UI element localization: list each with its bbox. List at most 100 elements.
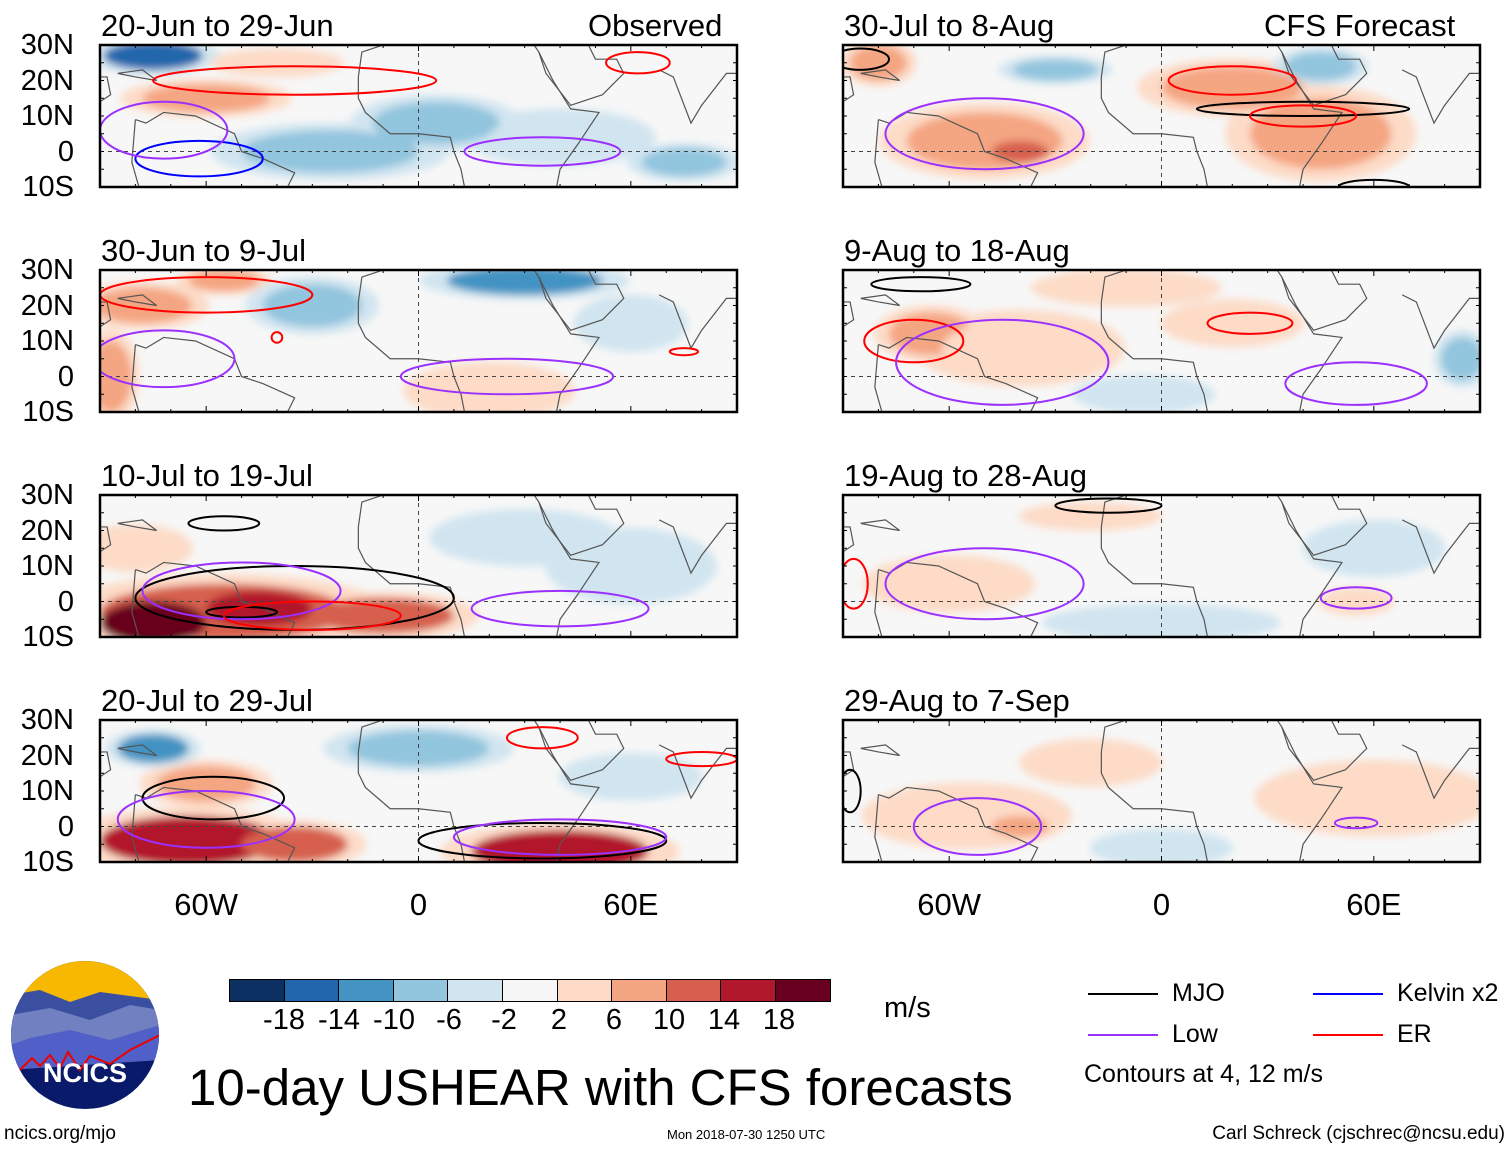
coastline bbox=[658, 744, 737, 800]
lat-tick-label: 10N bbox=[20, 775, 74, 807]
coastline bbox=[874, 569, 883, 637]
footer-url[interactable]: ncics.org/mjo bbox=[4, 1123, 116, 1144]
coastline bbox=[1401, 294, 1480, 350]
anomaly-region bbox=[372, 101, 500, 145]
contour-mjo bbox=[870, 276, 972, 293]
footer-credit: Carl Schreck (cjschrec@ncsu.edu) bbox=[1212, 1123, 1505, 1144]
colorbar-swatch bbox=[447, 980, 502, 1001]
lat-tick-label: 10S bbox=[22, 846, 74, 878]
panel-title: 19-Aug to 28-Aug bbox=[844, 458, 1088, 493]
ncics-logo: NCICS bbox=[10, 960, 160, 1110]
coastline bbox=[860, 69, 900, 82]
contour-low bbox=[884, 547, 1085, 621]
coastline bbox=[1401, 69, 1480, 125]
colorbar-swatch bbox=[665, 980, 721, 1001]
coastline bbox=[100, 751, 112, 778]
coastline bbox=[131, 344, 140, 412]
footer-timestamp: Mon 2018-07-30 1250 UTC bbox=[667, 1127, 826, 1142]
coastline bbox=[843, 526, 855, 553]
contour-er bbox=[152, 65, 438, 96]
anomaly-region bbox=[1285, 52, 1357, 81]
contour-er bbox=[270, 331, 284, 344]
coastline bbox=[874, 119, 883, 187]
colorbar-tick-label: 18 bbox=[762, 1004, 796, 1036]
contour-low bbox=[470, 589, 650, 628]
legend-label: ER bbox=[1397, 1020, 1432, 1048]
legend-label: Kelvin x2 bbox=[1397, 979, 1499, 1007]
anomaly-region bbox=[1441, 337, 1480, 381]
coastline bbox=[843, 751, 855, 778]
coastline bbox=[874, 794, 883, 862]
anomaly-region bbox=[577, 759, 684, 795]
coastline bbox=[843, 301, 855, 328]
lat-tick-label: 10S bbox=[22, 396, 74, 428]
anomaly-region bbox=[1055, 273, 1197, 302]
anomaly-region bbox=[453, 516, 596, 559]
coastline bbox=[878, 786, 1039, 862]
lat-tick-label: 10S bbox=[22, 171, 74, 203]
anomaly-region bbox=[117, 734, 189, 763]
coastline bbox=[538, 495, 625, 557]
anomaly-region bbox=[906, 112, 1063, 170]
map-panel bbox=[841, 268, 1482, 414]
anomaly-region bbox=[103, 45, 203, 70]
panel-title: 9-Aug to 18-Aug bbox=[844, 233, 1070, 268]
anomaly-region bbox=[1108, 833, 1215, 862]
contour-low bbox=[912, 797, 1043, 856]
contour-mjo bbox=[1054, 497, 1163, 514]
coastline bbox=[131, 569, 140, 637]
lat-tick-label: 30N bbox=[20, 254, 74, 286]
coastline bbox=[1281, 270, 1368, 332]
colorbar-tick-label: 10 bbox=[652, 1004, 686, 1036]
colorbar-tick-label: 6 bbox=[605, 1004, 623, 1036]
contour-low bbox=[884, 97, 1085, 171]
map-panel bbox=[98, 43, 739, 189]
legend-line-low bbox=[1088, 1034, 1158, 1036]
anomaly-region bbox=[347, 730, 490, 767]
colorbar-tick-label: 2 bbox=[550, 1004, 568, 1036]
contour-er bbox=[1167, 65, 1297, 96]
anomaly-region bbox=[1179, 305, 1286, 341]
lat-tick-label: 10N bbox=[20, 550, 74, 582]
anomaly-region bbox=[1037, 744, 1144, 781]
colorbar-tick-label: -6 bbox=[436, 1004, 462, 1036]
contour-low bbox=[895, 318, 1110, 406]
panel-title: 30-Jul to 8-Aug bbox=[844, 8, 1055, 43]
anomaly-region bbox=[1285, 769, 1463, 827]
anomaly-region bbox=[1249, 98, 1392, 170]
panel-title: 20-Jun to 29-Jun bbox=[101, 8, 334, 43]
cfs-forecast-label: CFS Forecast bbox=[1264, 8, 1456, 43]
anomaly-region bbox=[567, 537, 695, 595]
coastline bbox=[135, 561, 296, 637]
coastline bbox=[135, 111, 296, 187]
contour-er bbox=[605, 51, 671, 75]
legend-note: Contours at 4, 12 m/s bbox=[1084, 1060, 1324, 1088]
anomaly-region bbox=[262, 284, 362, 327]
contour-er bbox=[843, 557, 869, 610]
coastline bbox=[1100, 720, 1344, 862]
anomaly-region bbox=[100, 530, 178, 566]
map-panel bbox=[841, 493, 1482, 639]
lat-tick-label: 0 bbox=[57, 585, 74, 618]
coastline bbox=[878, 336, 1039, 412]
lon-tick-label: 60E bbox=[603, 887, 659, 922]
lon-tick-label: 60W bbox=[174, 887, 239, 922]
anomaly-region bbox=[641, 147, 727, 177]
colorbar-tick-label: 14 bbox=[707, 1004, 741, 1036]
anomaly-region bbox=[100, 815, 277, 862]
coastline bbox=[100, 76, 112, 103]
panel-title: 29-Aug to 7-Sep bbox=[844, 683, 1070, 718]
lon-tick-label: 60W bbox=[917, 887, 982, 922]
coastline bbox=[1401, 744, 1480, 800]
coastline bbox=[860, 519, 900, 532]
coastline bbox=[658, 519, 737, 575]
coastline bbox=[131, 794, 140, 862]
coastline bbox=[538, 270, 625, 332]
lon-tick-label: 60E bbox=[1346, 887, 1402, 922]
anomaly-region bbox=[100, 601, 207, 637]
lat-tick-label: 10N bbox=[20, 100, 74, 132]
map-panel bbox=[98, 718, 739, 864]
contour-er bbox=[505, 726, 579, 750]
anomaly-region bbox=[100, 341, 132, 412]
lat-tick-label: 10N bbox=[20, 325, 74, 357]
